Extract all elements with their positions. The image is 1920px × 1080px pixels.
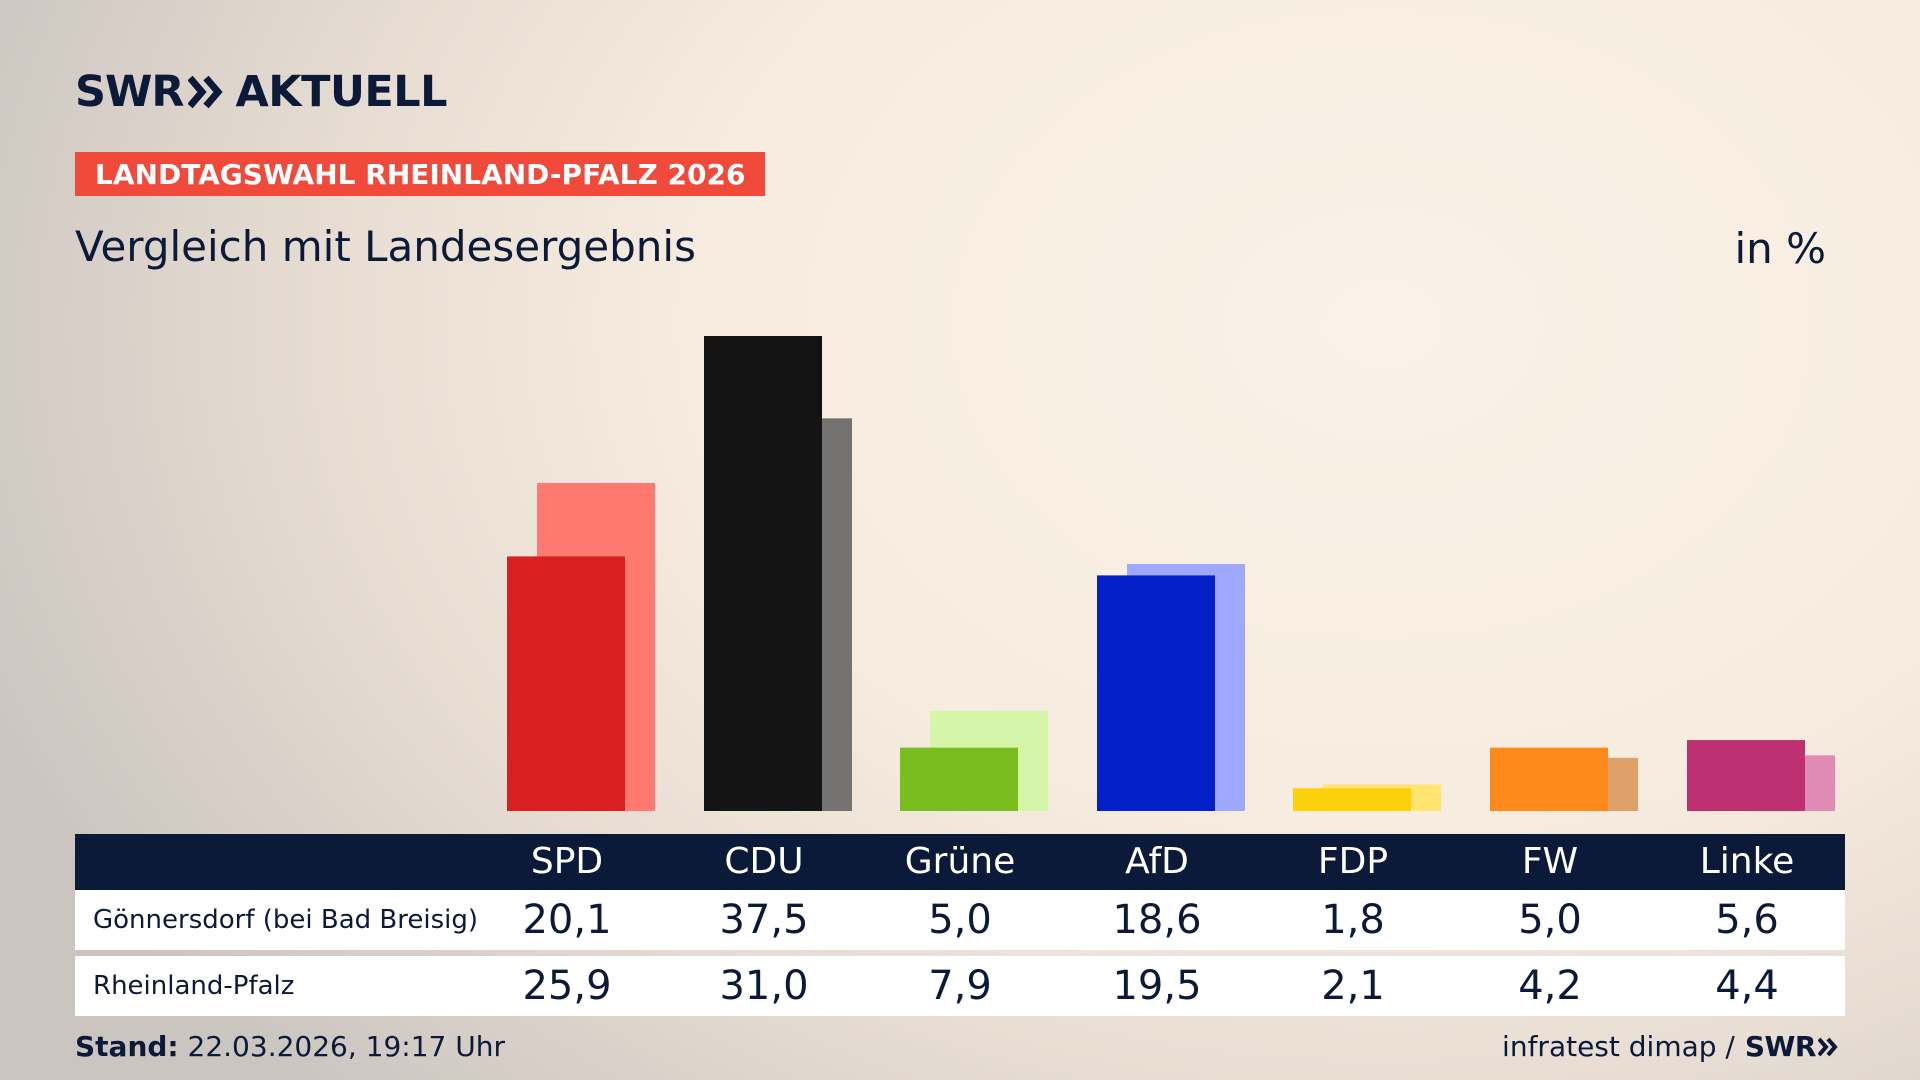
table-cell: 25,9 xyxy=(522,963,612,1009)
bar-local-linke xyxy=(1687,740,1805,811)
column-header-fw: FW xyxy=(1521,841,1579,882)
table-cell: 19,5 xyxy=(1112,963,1202,1009)
table-row-state: Rheinland-Pfalz 25,9 31,0 7,9 19,5 2,1 4,2 4,4 xyxy=(75,956,1845,1016)
source-text: infratest dimap / xyxy=(1502,1030,1735,1063)
stand-value: 22.03.2026, 19:17 Uhr xyxy=(187,1030,505,1063)
column-header-fdp: FDP xyxy=(1317,841,1389,882)
unit-label: in % xyxy=(1734,224,1826,273)
table-cell: 4,4 xyxy=(1715,963,1779,1009)
table-cell: 5,6 xyxy=(1715,897,1779,943)
column-header-linke: Linke xyxy=(1699,841,1795,882)
table-cell: 31,0 xyxy=(719,963,809,1009)
table-cell: 5,0 xyxy=(928,897,992,943)
table-cell: 2,1 xyxy=(1321,963,1385,1009)
table-cell: 4,2 xyxy=(1518,963,1582,1009)
bar-local-afd xyxy=(1097,575,1215,811)
column-header-spd: SPD xyxy=(530,841,604,882)
bar-local-fw xyxy=(1490,747,1608,811)
bar-local-grüne xyxy=(900,747,1018,811)
column-header-cdu: CDU xyxy=(724,841,804,882)
table-row-local: Gönnersdorf (bei Bad Breisig) 20,1 37,5 5,… xyxy=(75,890,1845,950)
table-cell: 1,8 xyxy=(1321,897,1385,943)
bar-local-spd xyxy=(507,556,625,811)
table-cell: 5,0 xyxy=(1518,897,1582,943)
timestamp: Stand: 22.03.2026, 19:17 Uhr xyxy=(75,1030,505,1063)
table-cell: 20,1 xyxy=(522,897,612,943)
bar-local-cdu xyxy=(704,336,822,811)
bar-local-fdp xyxy=(1293,788,1411,811)
table-cell: 18,6 xyxy=(1112,897,1202,943)
table-cell: 7,9 xyxy=(928,963,992,1009)
logo-swr-text: SWR xyxy=(75,67,185,117)
column-header-afd: AfD xyxy=(1125,841,1189,882)
double-chevron-icon xyxy=(1818,1037,1838,1056)
bar-chart xyxy=(507,336,1835,811)
results-table: SPD CDU Grüne AfD FDP FW Linke Gönnersdorf (be… xyxy=(75,834,1845,1016)
table-cell: 37,5 xyxy=(719,897,809,943)
swr-aktuell-logo: SWR AKTUELL xyxy=(75,67,448,117)
election-badge: LANDTAGSWAHL RHEINLAND-PFALZ 2026 xyxy=(75,152,766,196)
source-credit: infratest dimap / SWR xyxy=(1502,1030,1840,1063)
row-label: Gönnersdorf (bei Bad Breisig) xyxy=(93,905,479,935)
source-brand: SWR xyxy=(1744,1030,1817,1063)
logo-aktuell-text: AKTUELL xyxy=(235,67,448,117)
chart-subtitle: Vergleich mit Landesergebnis xyxy=(75,222,696,271)
table-header: SPD CDU Grüne AfD FDP FW Linke xyxy=(75,834,1845,890)
stand-label: Stand: xyxy=(75,1030,179,1063)
double-chevron-icon xyxy=(187,75,223,109)
row-label: Rheinland-Pfalz xyxy=(93,971,295,1001)
column-header-grüne: Grüne xyxy=(904,841,1016,882)
